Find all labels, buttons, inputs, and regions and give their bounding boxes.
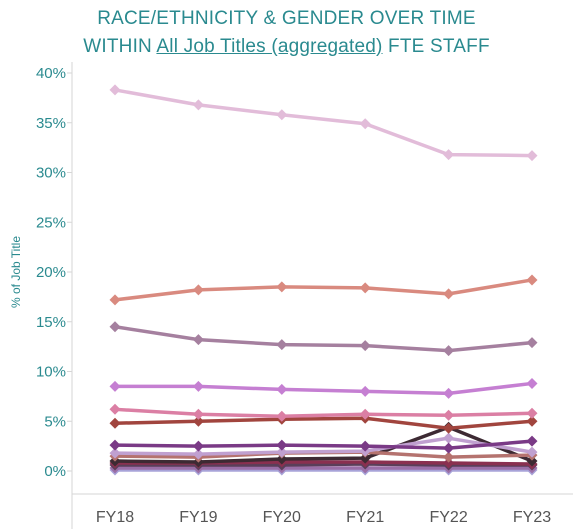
data-point-marker[interactable] [443,451,455,463]
series-line[interactable] [109,84,538,162]
data-point-marker[interactable] [192,99,204,111]
data-point-marker[interactable] [526,435,538,447]
series-path[interactable] [115,462,532,467]
series-path[interactable] [114,416,533,430]
data-point-marker[interactable] [359,385,371,397]
data-point-marker[interactable] [276,339,288,351]
data-point-marker[interactable] [109,294,121,306]
data-point-marker[interactable] [109,417,121,429]
data-point-marker[interactable] [192,440,204,452]
chart-title-line2: WITHIN All Job Titles (aggregated) FTE S… [0,36,573,58]
data-point-marker[interactable] [526,337,538,349]
y-tick-label: 15% [36,314,66,331]
data-point-marker[interactable] [443,288,455,300]
data-point-marker[interactable] [359,440,371,452]
data-point-marker[interactable] [276,383,288,395]
title-suffix: FTE STAFF [388,36,490,57]
x-tick-labels: FY18 FY19 FY20 FY21 FY22 FY23 [96,509,551,526]
series-line[interactable] [109,274,538,306]
y-tick-label: 30% [36,165,66,182]
y-tick-label: 20% [36,264,66,281]
series-line[interactable] [109,321,538,357]
y-tick-label: 10% [36,364,66,381]
chart-title-line1: RACE/ETHNICITY & GENDER OVER TIME [97,8,476,29]
series-path[interactable] [115,381,533,396]
y-tick-label: 35% [36,115,66,132]
data-point-marker[interactable] [192,380,204,392]
x-tick-label: FY19 [179,509,217,526]
data-point-marker[interactable] [276,281,288,293]
y-tick-label: 5% [44,413,66,430]
data-point-marker[interactable] [526,446,538,458]
data-point-marker[interactable] [276,453,288,465]
data-point-marker[interactable] [359,408,371,420]
data-point-marker[interactable] [443,432,455,444]
data-point-marker[interactable] [192,448,204,460]
data-point-marker[interactable] [526,377,538,389]
data-point-marker[interactable] [192,408,204,420]
data-point-marker[interactable] [276,446,288,458]
x-tick-label: FY20 [263,509,301,526]
series-path[interactable] [114,278,533,302]
data-point-marker[interactable] [443,457,455,469]
axes [71,62,573,529]
data-point-marker[interactable] [192,284,204,296]
data-point-marker[interactable] [109,403,121,415]
data-point-marker[interactable] [359,452,371,464]
series-line[interactable] [109,403,538,422]
series-path[interactable] [114,439,533,450]
series-line[interactable] [109,432,538,460]
x-tick-label: FY21 [346,509,384,526]
series-path[interactable] [114,425,533,464]
series-group [109,84,538,476]
data-point-marker[interactable] [443,409,455,421]
series-line[interactable] [109,435,538,454]
data-point-marker[interactable] [443,149,455,161]
y-tick-label: 25% [36,214,66,231]
series-path[interactable] [114,88,533,158]
data-point-marker[interactable] [359,282,371,294]
data-point-marker[interactable] [276,439,288,451]
x-tick-label: FY18 [96,509,134,526]
x-tick-label: FY22 [429,509,467,526]
data-point-marker[interactable] [359,118,371,130]
title-prefix: WITHIN [83,36,152,57]
y-tick-label: 0% [44,463,66,480]
data-point-marker[interactable] [109,447,121,459]
data-point-marker[interactable] [526,407,538,419]
data-point-marker[interactable] [109,84,121,96]
data-point-marker[interactable] [443,387,455,399]
data-point-marker[interactable] [443,345,455,357]
data-point-marker[interactable] [359,340,371,352]
data-point-marker[interactable] [526,274,538,286]
y-tick-label: 40% [36,65,66,82]
data-point-marker[interactable] [109,321,121,333]
series-path[interactable] [114,436,533,456]
data-point-marker[interactable] [443,442,455,454]
data-point-marker[interactable] [276,109,288,121]
data-point-marker[interactable] [109,439,121,451]
data-point-marker[interactable] [276,410,288,422]
data-point-marker[interactable] [526,455,538,467]
series-path[interactable] [114,324,533,353]
y-tick-labels: 0% 5% 10% 15% 20% 25% 30% 35% 40% [36,65,72,480]
data-point-marker[interactable] [443,422,455,434]
series-path[interactable] [114,407,533,419]
data-point-marker[interactable] [526,415,538,427]
x-tick-label: FY23 [513,509,551,526]
job-title-filter-link[interactable]: All Job Titles (aggregated) [156,36,383,57]
data-point-marker[interactable] [192,334,204,346]
data-point-marker[interactable] [109,380,121,392]
series-line[interactable] [109,377,538,399]
data-point-marker[interactable] [192,415,204,427]
data-point-marker[interactable] [526,150,538,162]
